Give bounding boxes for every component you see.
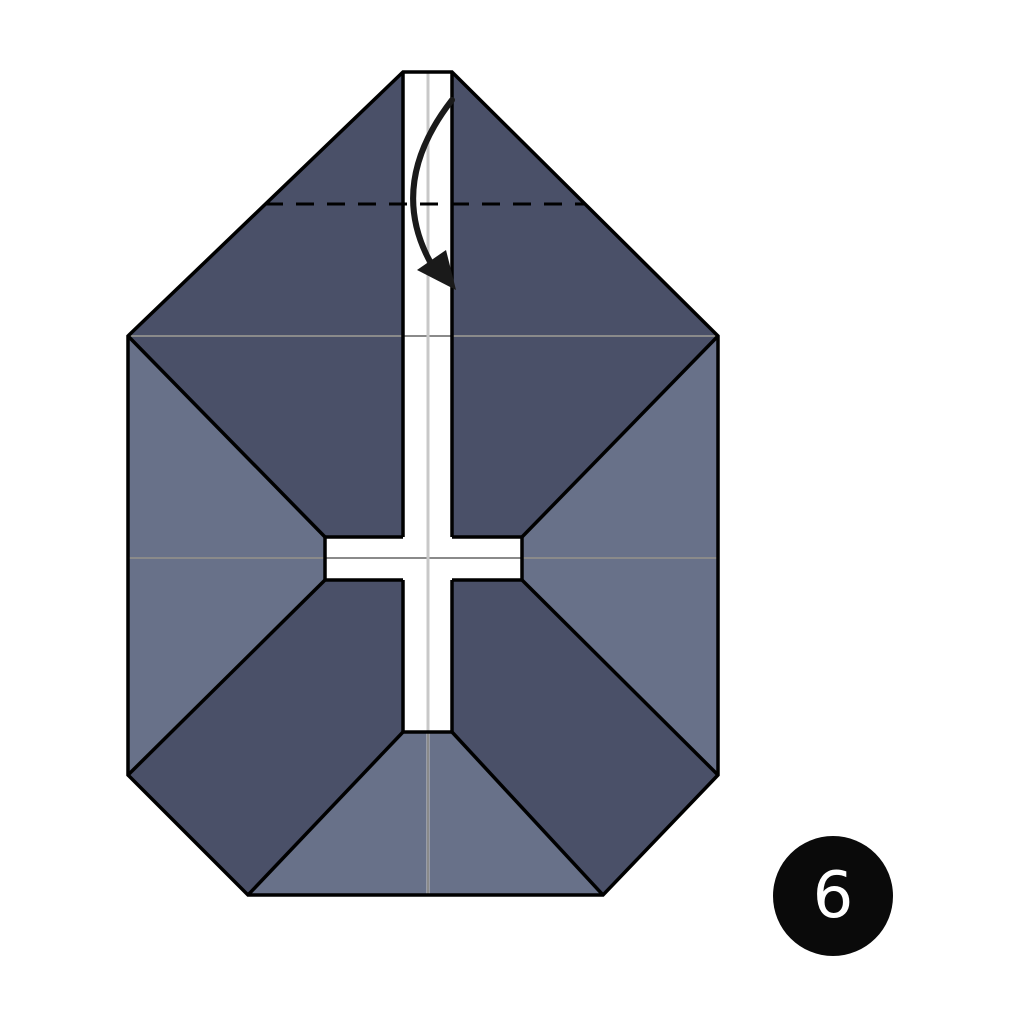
right-light-panel [522, 336, 718, 775]
step-number-badge: 6 [773, 836, 893, 956]
upper-left-dark-panel [128, 336, 403, 537]
lower-right-dark-panel [452, 580, 718, 895]
left-light-panel [128, 336, 325, 775]
step-number-label: 6 [812, 859, 854, 933]
upper-right-dark-panel [452, 336, 718, 537]
fold-arrow-icon [410, 97, 456, 290]
bottom-light-panel [248, 732, 603, 895]
lower-left-dark-panel [128, 580, 403, 895]
outline-edges [126, 70, 720, 897]
